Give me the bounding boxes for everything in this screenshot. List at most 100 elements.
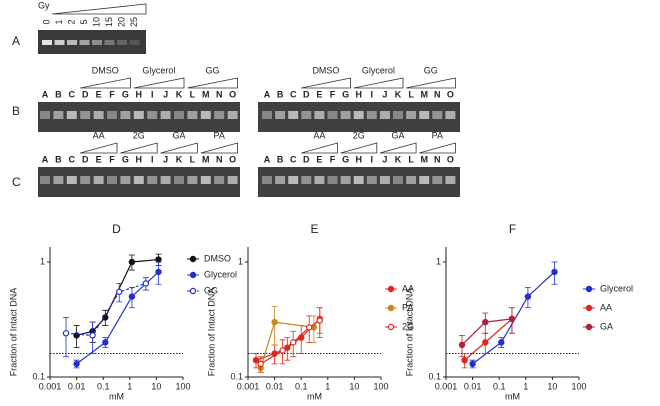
y-axis-label: Fraction of Intact DNA [206,288,216,377]
lane-label: H [355,154,362,164]
lane-label: A [42,89,49,99]
data-point [155,268,162,276]
lane-label: G [342,89,349,99]
wedge [133,77,185,89]
lane-label: E [96,154,102,164]
lane-label: M [420,154,428,164]
gel-band [227,176,238,184]
data-point [498,339,505,346]
gel-band [214,176,225,184]
legend-marker [585,323,593,331]
x-tick-label: 0.01 [68,381,86,391]
lane-label: J [163,154,168,164]
gel-band [445,176,456,184]
gel-band [120,176,131,184]
legend-label: DMSO [204,253,231,263]
gel-band [120,111,131,119]
gel-band [187,176,198,184]
gel-band [262,111,272,119]
lane-label: K [176,89,183,99]
wedge [419,142,456,154]
legend-label: AA [600,302,612,312]
lane-label: E [96,89,102,99]
group-label: Glycerol [362,65,395,75]
wedge [120,142,158,154]
gel-band [200,176,211,184]
dose-label: 10 [91,17,101,27]
wedge [160,142,198,154]
legend-label: PA [402,302,413,312]
wedge [80,77,131,89]
lane-label: H [136,89,143,99]
series-line [76,258,159,336]
group-label: DMSO [92,65,119,75]
legend-marker [189,287,197,295]
lane-label: L [190,89,196,99]
x-tick-label: 10 [349,381,359,391]
lane-label: G [342,154,349,164]
lane-label: D [303,154,310,164]
y-axis-label: Fraction of Intact DNA [8,288,18,377]
legend-label: AA [402,283,414,293]
gel-band [301,111,312,119]
group-label: Glycerol [142,65,175,75]
data-point [252,356,260,364]
lane-label: E [316,89,322,99]
data-point [155,256,162,263]
lane-label: N [434,89,441,99]
wedge [340,142,378,154]
lane-label: H [136,154,143,164]
lane-label: C [69,154,76,164]
lane-label: G [122,154,129,164]
gel-band [227,111,238,119]
data-point [128,258,136,266]
x-tick-label: 10 [151,381,161,391]
data-point [482,318,489,326]
gel-band [419,176,430,184]
lane-label: B [55,154,62,164]
lane-label: C [290,154,297,164]
lane-label: J [382,89,387,99]
x-tick-label: 0.1 [97,381,110,391]
x-tick-label: 0.01 [266,381,284,391]
gel-band [200,111,211,119]
gel-band [67,40,77,45]
group-label: PA [432,130,443,140]
gel-band [66,111,77,119]
lane-label: N [216,154,223,164]
wedge [353,77,404,89]
group-label: GA [172,130,185,140]
dose-label: 15 [104,17,114,27]
error-bar [63,316,70,358]
gel-band [160,176,171,184]
dose-label: 2 [66,19,76,24]
x-tick-label: 1 [127,381,132,391]
wedge [51,3,147,15]
lane-label: K [395,89,402,99]
gel-band [104,40,115,45]
y-tick-label: 0.1 [230,371,243,381]
group-label: GG [424,65,438,75]
data-point [257,360,264,368]
lane-label: I [151,154,154,164]
group-label: DMSO [312,65,339,75]
gel-band [327,111,338,119]
legend-marker [585,304,593,312]
data-point [89,332,96,339]
lane-label: H [355,89,362,99]
lane-label: F [109,154,115,164]
data-point [461,356,468,364]
gel-band [129,40,140,45]
lane-label: O [447,154,454,164]
gel-band [262,176,272,184]
data-point [102,339,109,346]
lane-label: N [434,154,441,164]
data-point [73,360,80,368]
lane-label: I [371,89,374,99]
gel-band [288,176,299,184]
gel-band [275,111,286,119]
gel-band [393,176,403,184]
legend-marker [387,285,395,293]
x-tick-label: 0.1 [493,381,506,391]
group-label: 2G [353,130,365,140]
